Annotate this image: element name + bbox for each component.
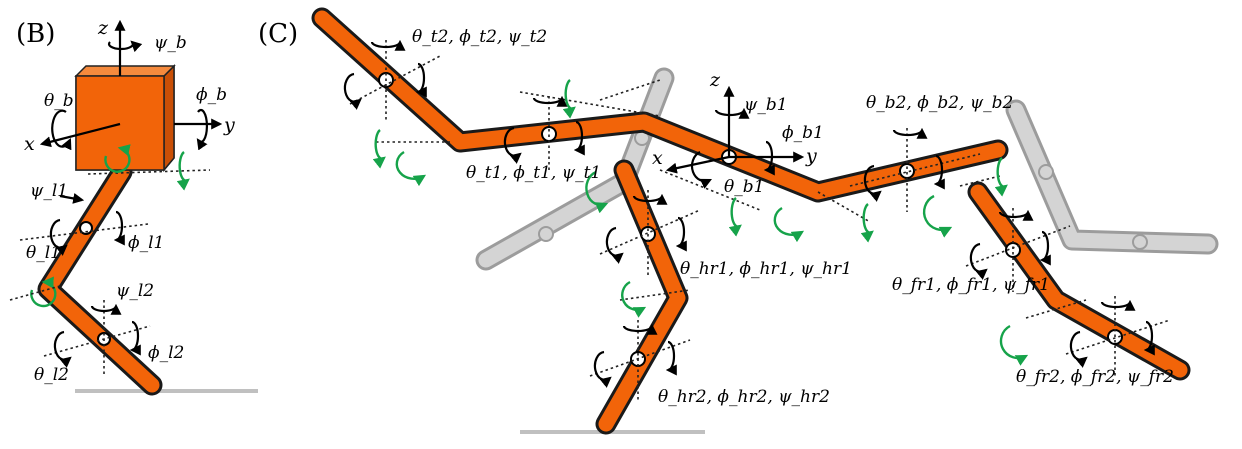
phi-b-rotation-icon [196,108,209,151]
psi-l1-label: ψ_l1 [30,181,68,201]
phi-l2-label: ϕ_l2 [148,343,184,363]
joint-b2 [899,163,915,179]
psi-b1-label: ψ_b1 [744,95,788,115]
phi-b-label: ϕ_b [196,85,227,105]
phi-l1-rotation-icon [113,210,125,246]
fore2-label: θ_fr2, ϕ_fr2, ψ_fr2 [1016,367,1174,387]
z-axis-label-b: z [97,17,109,39]
green-rotation-icon [104,144,131,173]
panel-b: (B) z x y ψ_b θ_b ϕ_b [9,17,258,396]
x-axis-arrow-c [665,155,730,174]
y-axis-label-b: y [223,114,235,136]
green-rotation-icon [30,276,57,308]
dotted-axis-l2-h [43,325,151,357]
psi-l1-arrow-icon [59,193,85,204]
phi-b1-label: ϕ_b1 [782,123,824,143]
psi-b-rotation-icon [107,40,143,53]
x-axis-label-b: x [24,133,35,155]
panel-c-label: (C) [258,19,298,49]
tail1-label: θ_t1, ϕ_t1, ψ_t1 [466,163,601,183]
phi-l1-label: ϕ_l1 [128,233,164,253]
psi-l2-label: ψ_l2 [116,281,154,301]
rotation-arrows-c [343,39,1155,388]
leg-b [37,161,163,396]
psi-l2-rotation-icon [90,303,122,315]
hind1-label: θ_hr1, ϕ_hr1, ψ_hr1 [680,259,852,279]
body2-label: θ_b2, ϕ_b2, ψ_b2 [866,93,1013,113]
theta-b-rotation-icon [51,109,72,151]
joint-l1 [79,221,93,235]
hind2-label: θ_hr2, ϕ_hr2, ψ_hr2 [658,387,830,407]
theta-l2-rotation-icon [53,330,72,368]
z-axis-label-c: z [709,69,721,91]
body-cube [74,64,176,173]
phi-l2-rotation-icon [129,320,141,356]
theta-l2-label: θ_l2 [34,365,69,385]
body-chain [311,7,1191,435]
dotted-axis-b [87,169,211,175]
fore1-label: θ_fr1, ϕ_fr1, ψ_fr1 [892,275,1050,295]
panel-c: (C) [258,7,1219,435]
y-axis-label-c: y [805,145,817,167]
green-rotation-icon [176,151,190,191]
tail2-label: θ_t2, ϕ_t2, ψ_t2 [412,27,547,47]
panel-b-label: (B) [16,19,55,49]
psi-b-label: ψ_b [154,33,187,53]
dotted-axes-c [349,40,1171,400]
theta-l1-rotation-icon [49,218,68,256]
theta-b-label: θ_b [44,91,74,111]
theta-l1-label: θ_l1 [26,243,61,263]
green-rotation-arrows-c [372,79,1029,366]
x-axis-label-c: x [652,147,663,169]
theta-b1-label: θ_b1 [724,177,764,197]
